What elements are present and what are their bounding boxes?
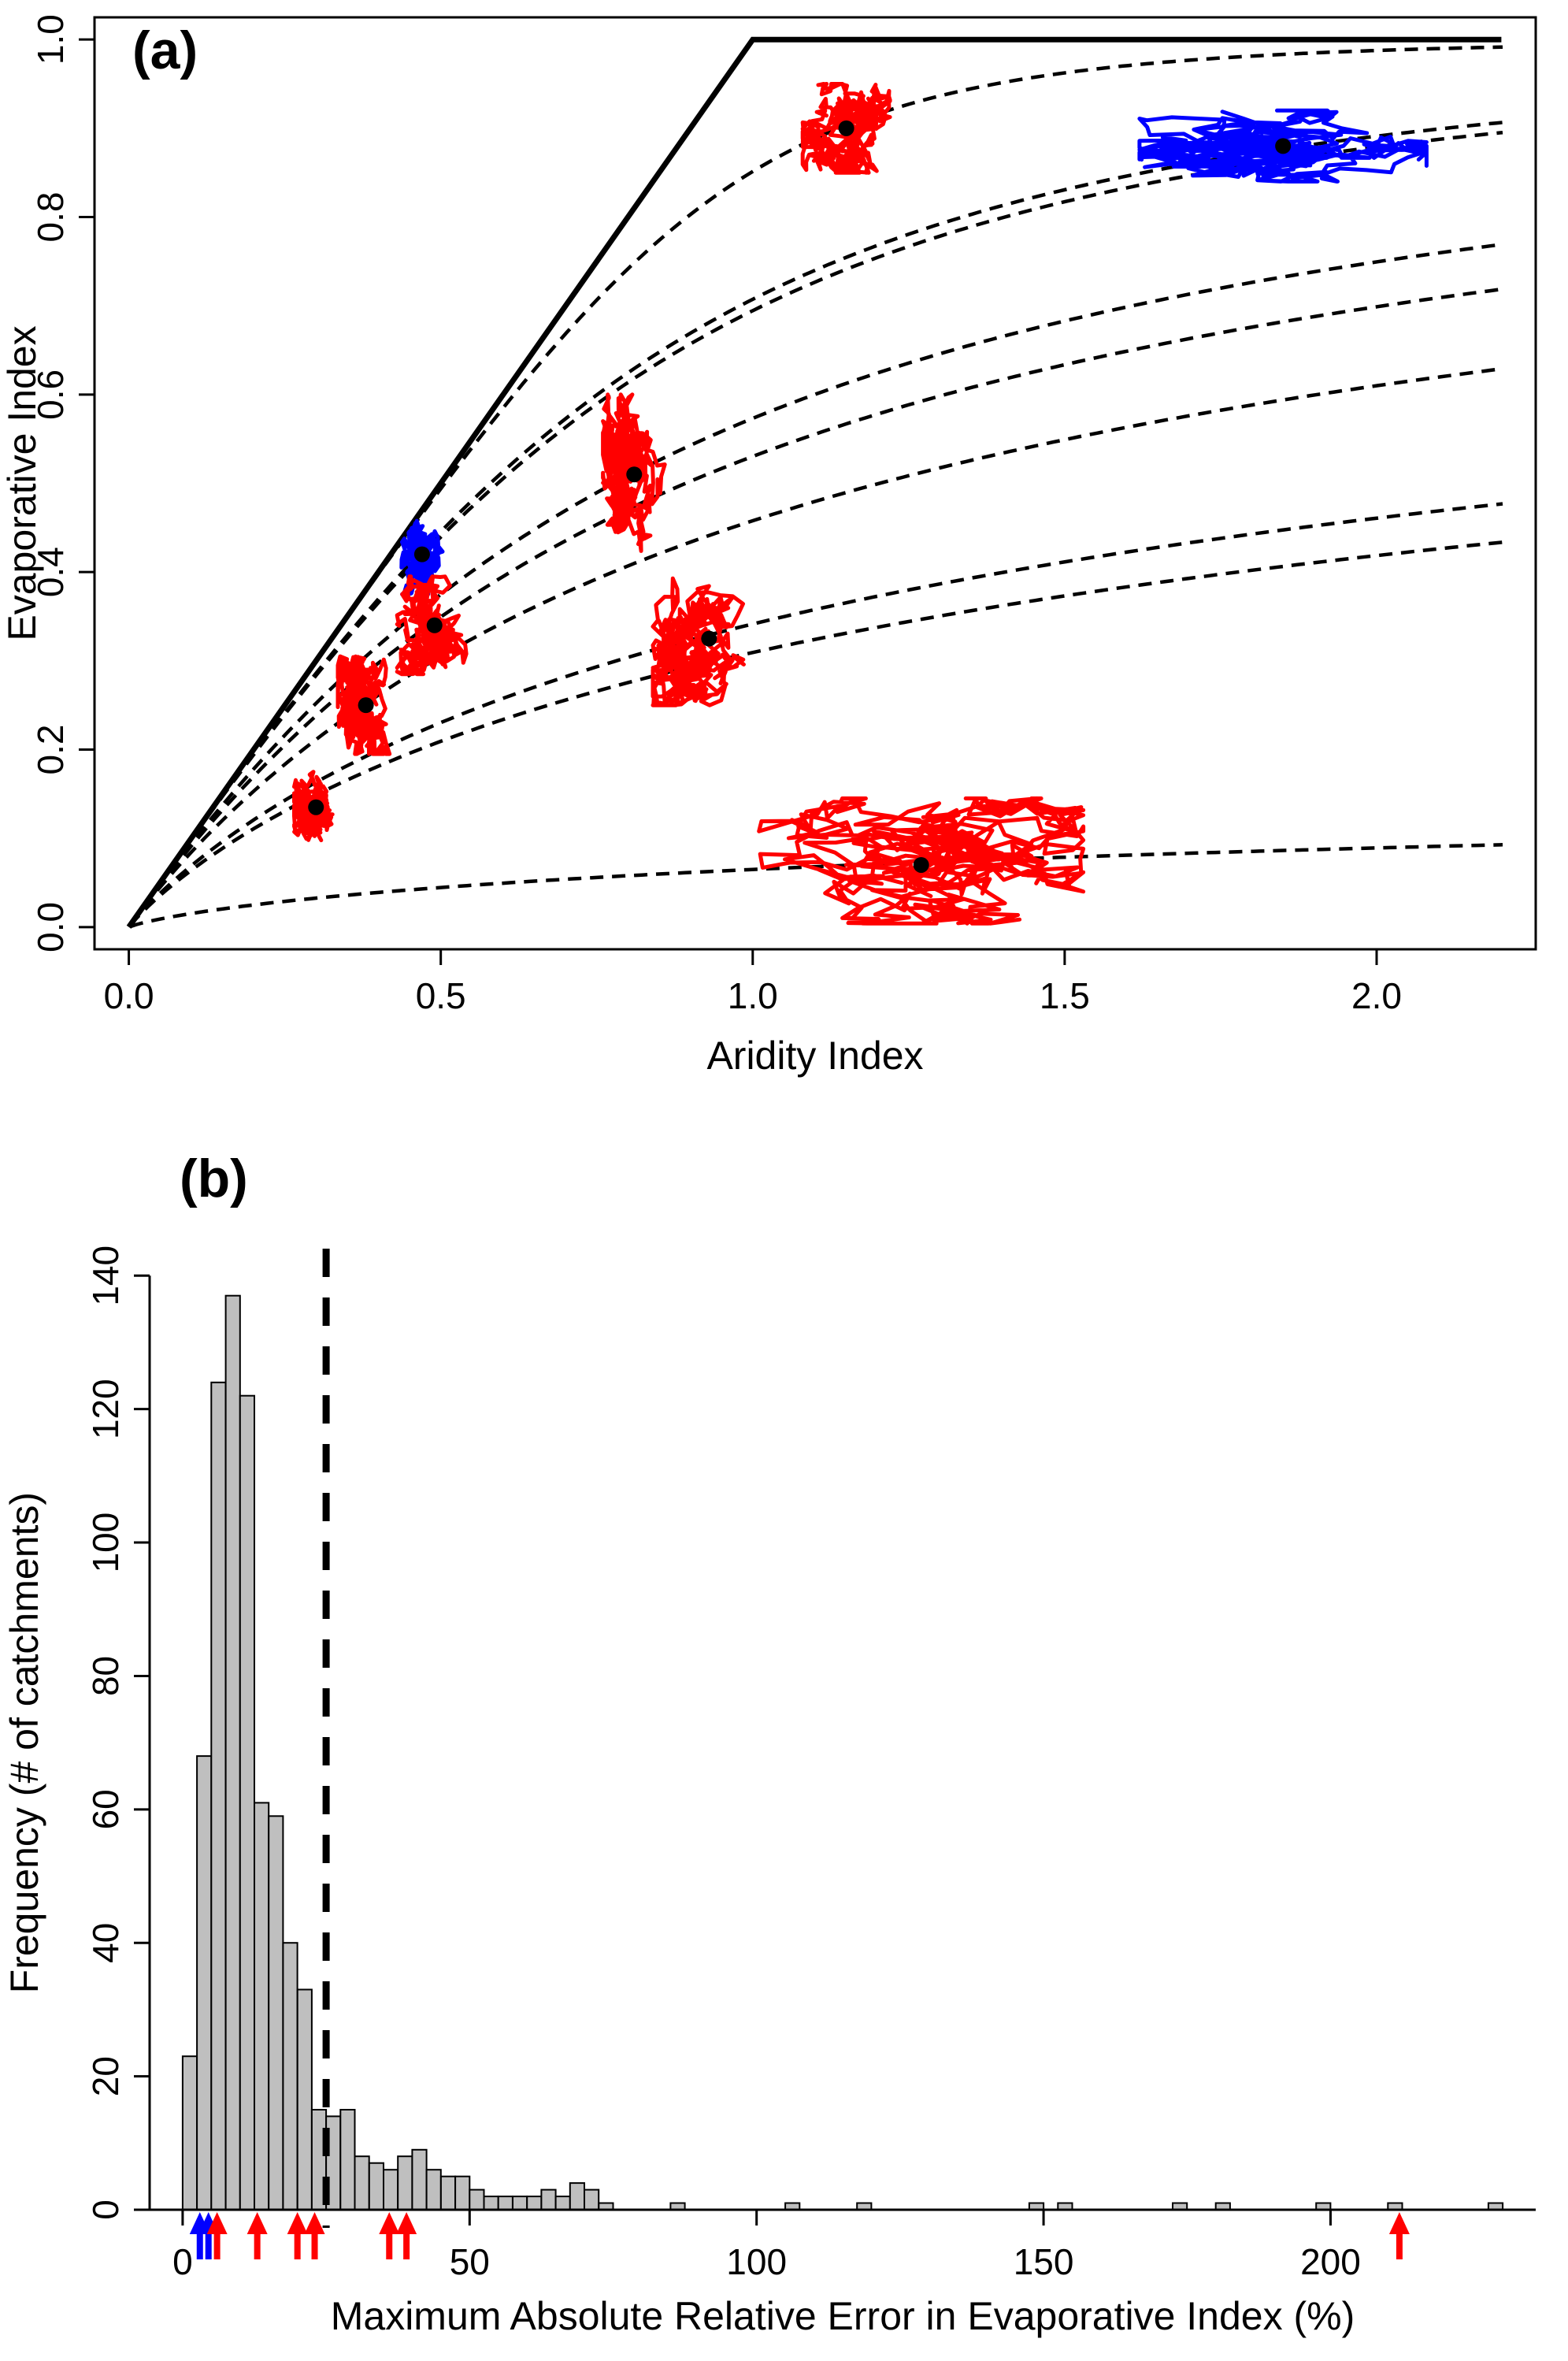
catchment-trajectory-red (292, 770, 335, 843)
y-tick-label: 0.4 (30, 547, 71, 597)
panel-b: (b) 0 50 100 150 200 0 20 40 60 80 100 120 140 Maximu… (0, 1103, 1568, 2361)
catchment-mean-dot (358, 697, 374, 714)
catchment-mean-dot (308, 799, 324, 815)
catchment-trajectory-red (800, 82, 892, 175)
y-axis-title: Frequency (# of catchments) (2, 1492, 46, 1993)
histogram-bar (196, 1755, 213, 2211)
catchment-mean-dot (701, 630, 717, 647)
x-tick-label: 1.5 (1040, 975, 1090, 1016)
histogram-bar (282, 1942, 298, 2211)
histogram-bar (469, 2188, 485, 2211)
budyko-curve (128, 45, 1503, 926)
histogram-bar (397, 2155, 413, 2211)
y-tick-label: 0.8 (30, 192, 71, 243)
y-tick-label: 100 (85, 1513, 126, 1573)
histogram-bar (181, 2055, 198, 2211)
x-tick-label: 200 (1300, 2241, 1361, 2282)
y-tick-label: 0.2 (30, 725, 71, 775)
catchment-mean-dot (913, 856, 929, 873)
histogram-bar (425, 2169, 442, 2211)
histogram-bar (526, 2196, 543, 2211)
histogram-bar (454, 2175, 471, 2211)
x-tick-label: 100 (726, 2241, 787, 2282)
catchment-arrow-head-red (304, 2212, 325, 2234)
catchment-mean-dot (626, 466, 643, 483)
x-tick-label: 150 (1014, 2241, 1074, 2282)
panel-a-label: (a) (132, 20, 198, 80)
catchment-arrow-head-red (247, 2212, 268, 2234)
budyko-curve (129, 843, 1503, 929)
budyko-plot: 0.0 0.5 1.0 1.5 2.0 0.0 0.2 0.4 0.6 0.8 1.0 Aridity… (0, 14, 1537, 1078)
x-tick-label: 0 (172, 2241, 193, 2282)
catchment-arrow-head-red (379, 2212, 400, 2234)
catchment-trajectory-blue (1137, 108, 1429, 184)
catchment-mean-dot (426, 617, 443, 633)
y-tick-label: 40 (85, 1923, 126, 1963)
water-energy-limit-line (126, 36, 1502, 929)
histogram-bar (224, 1294, 241, 2211)
histogram-bar (296, 1988, 313, 2211)
histogram-bar (483, 2196, 499, 2211)
plot-box (93, 16, 1537, 951)
budyko-curve (128, 121, 1503, 926)
y-tick-label: 0.6 (30, 369, 71, 420)
histogram-bar (339, 2109, 356, 2211)
y-tick-label: 20 (85, 2056, 126, 2096)
histogram-bar (354, 2155, 370, 2211)
budyko-curve (128, 242, 1503, 926)
histogram-bar (497, 2196, 513, 2211)
catchment-trajectory-red (651, 576, 746, 707)
x-tick-label: 0.5 (416, 975, 466, 1016)
histogram-bar (554, 2196, 571, 2211)
error-histogram: 0 50 100 150 200 0 20 40 60 80 100 120 140 Maximum Ab… (2, 1245, 1536, 2338)
histogram-bar (210, 1381, 227, 2211)
budyko-curve (128, 540, 1503, 927)
y-tick-label: 80 (85, 1656, 126, 1696)
catchment-arrow-head-red (206, 2212, 228, 2234)
histogram-bar (254, 1802, 270, 2211)
x-tick-label: 50 (450, 2241, 490, 2282)
catchment-trajectory-red (335, 654, 392, 756)
histogram-bar (368, 2162, 384, 2211)
y-tick-label: 0.0 (30, 902, 71, 952)
catchment-mean-dot (413, 546, 430, 562)
y-tick-label: 60 (85, 1789, 126, 1829)
histogram-bar (540, 2188, 557, 2211)
y-axis-title: Evaporative Index (0, 325, 44, 640)
panel-a: (a) 0.0 0.5 1.0 1.5 2.0 0.0 0.2 0.4 0.6 0.8 1.0 Ari… (0, 0, 1568, 1103)
catchment-mean-dot (1275, 138, 1292, 154)
catchment-arrow-head-red (287, 2212, 308, 2234)
catchment-arrow-head-red (396, 2212, 417, 2234)
x-tick-label: 0.0 (104, 975, 154, 1016)
catchment-trajectory-red (601, 392, 667, 553)
y-tick-label: 120 (85, 1379, 126, 1439)
x-tick-label: 2.0 (1351, 975, 1402, 1016)
x-tick-label: 1.0 (728, 975, 778, 1016)
catchment-trajectory-red (395, 574, 469, 677)
histogram-bar (411, 2148, 428, 2211)
histogram-bar (569, 2182, 585, 2211)
histogram-bar (239, 1394, 255, 2211)
catchment-arrow-head-red (1388, 2212, 1410, 2234)
histogram-bar (439, 2175, 457, 2211)
catchment-trajectory-red (757, 796, 1086, 926)
histogram-bar (383, 2169, 399, 2211)
y-tick-label: 0 (85, 2200, 126, 2220)
budyko-curve (128, 130, 1503, 926)
histogram-bar (268, 1815, 284, 2211)
x-axis-title: Aridity Index (706, 1034, 923, 1078)
panel-b-label: (b) (180, 1149, 248, 1208)
x-axis-title: Maximum Absolute Relative Error in Evapo… (331, 2294, 1355, 2338)
histogram-bar (584, 2188, 600, 2211)
y-tick-label: 140 (85, 1245, 126, 1306)
catchment-mean-dot (838, 120, 854, 136)
y-tick-label: 1.0 (30, 14, 71, 65)
histogram-bar (512, 2196, 528, 2211)
